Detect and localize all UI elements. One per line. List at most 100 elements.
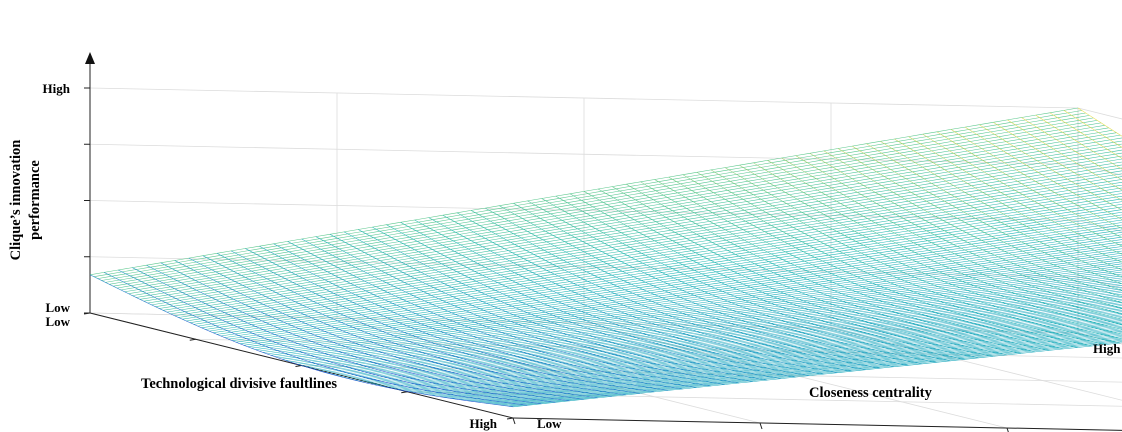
surface-mesh-segment (491, 366, 503, 370)
surface-mesh-segment (985, 321, 997, 325)
surface-mesh-segment (1028, 277, 1040, 282)
surface-mesh-segment (569, 389, 581, 393)
surface-mesh-segment (738, 255, 750, 262)
surface-mesh-segment (731, 295, 743, 300)
surface-mesh-segment (728, 190, 740, 198)
surface-mesh-segment (446, 389, 457, 392)
surface-mesh-segment (876, 182, 888, 190)
surface-mesh-segment (668, 378, 679, 382)
surface-mesh-segment (728, 301, 740, 306)
surface-mesh-segment (516, 393, 528, 396)
surface-mesh-segment (1098, 338, 1110, 341)
surface-mesh-segment (523, 339, 535, 344)
surface-mesh-segment (477, 253, 489, 260)
surface-mesh-segment (985, 259, 997, 265)
surface-mesh-segment (555, 365, 567, 369)
surface-mesh-segment (668, 315, 680, 320)
surface-mesh-segment (297, 275, 309, 282)
surface-mesh-segment (513, 233, 525, 240)
surface-mesh-segment (932, 323, 944, 327)
surface-mesh-segment (590, 353, 602, 357)
surface-mesh-segment (643, 234, 655, 242)
surface-mesh-segment (647, 375, 658, 378)
surface-mesh-segment (379, 363, 390, 368)
surface-mesh-segment (865, 309, 877, 314)
surface-mesh-segment (583, 279, 595, 285)
surface-mesh-segment (887, 247, 899, 254)
surface-mesh-segment (760, 291, 771, 296)
surface-mesh-segment (541, 228, 553, 236)
surface-mesh-segment (245, 277, 256, 283)
surface-mesh-segment (731, 213, 743, 220)
surface-mesh-segment (534, 244, 546, 251)
surface-mesh-segment (1010, 207, 1022, 215)
surface-mesh-segment (689, 220, 701, 227)
surface-mesh-segment (753, 225, 765, 232)
surface-mesh-segment (537, 206, 549, 214)
surface-mesh-segment (435, 356, 447, 361)
surface-mesh-segment (915, 329, 926, 333)
surface-mesh-segment (1084, 290, 1096, 295)
surface-mesh-segment (396, 287, 408, 294)
surface-mesh-segment (1102, 283, 1114, 288)
surface-mesh-segment (791, 368, 803, 371)
surface-mesh-segment (364, 324, 376, 329)
surface-mesh-segment (738, 282, 750, 288)
surface-mesh-segment (999, 319, 1011, 323)
surface-mesh-segment (551, 314, 563, 320)
surface-mesh-segment (608, 363, 620, 366)
surface-mesh-segment (534, 343, 545, 347)
surface-mesh-segment (908, 230, 920, 237)
surface-mesh-segment (470, 400, 482, 403)
surface-mesh-segment (876, 292, 888, 297)
surface-mesh-segment (654, 240, 666, 247)
surface-mesh-segment (1031, 189, 1043, 197)
surface-mesh-segment (506, 219, 518, 226)
surface-mesh-segment (834, 335, 845, 339)
surface-mesh-segment (915, 243, 927, 250)
surface-mesh-segment (668, 176, 680, 184)
surface-mesh-segment (947, 337, 958, 341)
surface-mesh-segment (421, 375, 433, 379)
surface-mesh-segment (805, 321, 817, 326)
surface-mesh-segment (435, 387, 447, 391)
surface-mesh-segment (1081, 132, 1093, 140)
surface-mesh-segment (294, 356, 306, 361)
surface-mesh-segment (400, 280, 412, 286)
surface-mesh-segment (421, 315, 433, 321)
surface-mesh-segment (1098, 154, 1110, 162)
surface-mesh-segment (777, 369, 789, 373)
surface-mesh-segment (597, 386, 609, 389)
surface-mesh-segment (1084, 189, 1096, 196)
surface-mesh-segment (823, 314, 835, 319)
surface-mesh-segment (364, 382, 376, 386)
surface-mesh-segment (1063, 334, 1075, 338)
surface-mesh-segment (869, 353, 881, 356)
surface-mesh-segment (403, 299, 415, 306)
surface-mesh-segment (185, 293, 196, 300)
surface-mesh-segment (710, 231, 722, 238)
surface-mesh-segment (333, 255, 345, 262)
surface-mesh-segment (918, 286, 930, 291)
surface-mesh-segment (636, 250, 648, 257)
surface-mesh-segment (767, 251, 779, 258)
surface-mesh-segment (724, 258, 736, 264)
surface-mesh-segment (364, 365, 376, 370)
surface-mesh-segment (562, 240, 574, 247)
surface-mesh-segment (396, 259, 408, 266)
surface-mesh-segment (894, 323, 905, 328)
surface-mesh-segment (767, 278, 779, 284)
surface-mesh-segment (745, 350, 757, 353)
surface-mesh-segment (375, 328, 387, 334)
surface-mesh-segment (608, 254, 620, 261)
surface-mesh-segment (739, 227, 750, 234)
surface-mesh-segment (661, 280, 673, 287)
surface-mesh-segment (855, 169, 867, 177)
surface-mesh-segment (386, 386, 397, 390)
surface-mesh-segment (922, 228, 934, 235)
surface-mesh-segment (837, 330, 849, 335)
surface-mesh-segment (340, 344, 351, 349)
surface-mesh-segment (576, 383, 588, 386)
surface-mesh-segment (975, 278, 987, 284)
surface-mesh-segment (594, 197, 606, 204)
